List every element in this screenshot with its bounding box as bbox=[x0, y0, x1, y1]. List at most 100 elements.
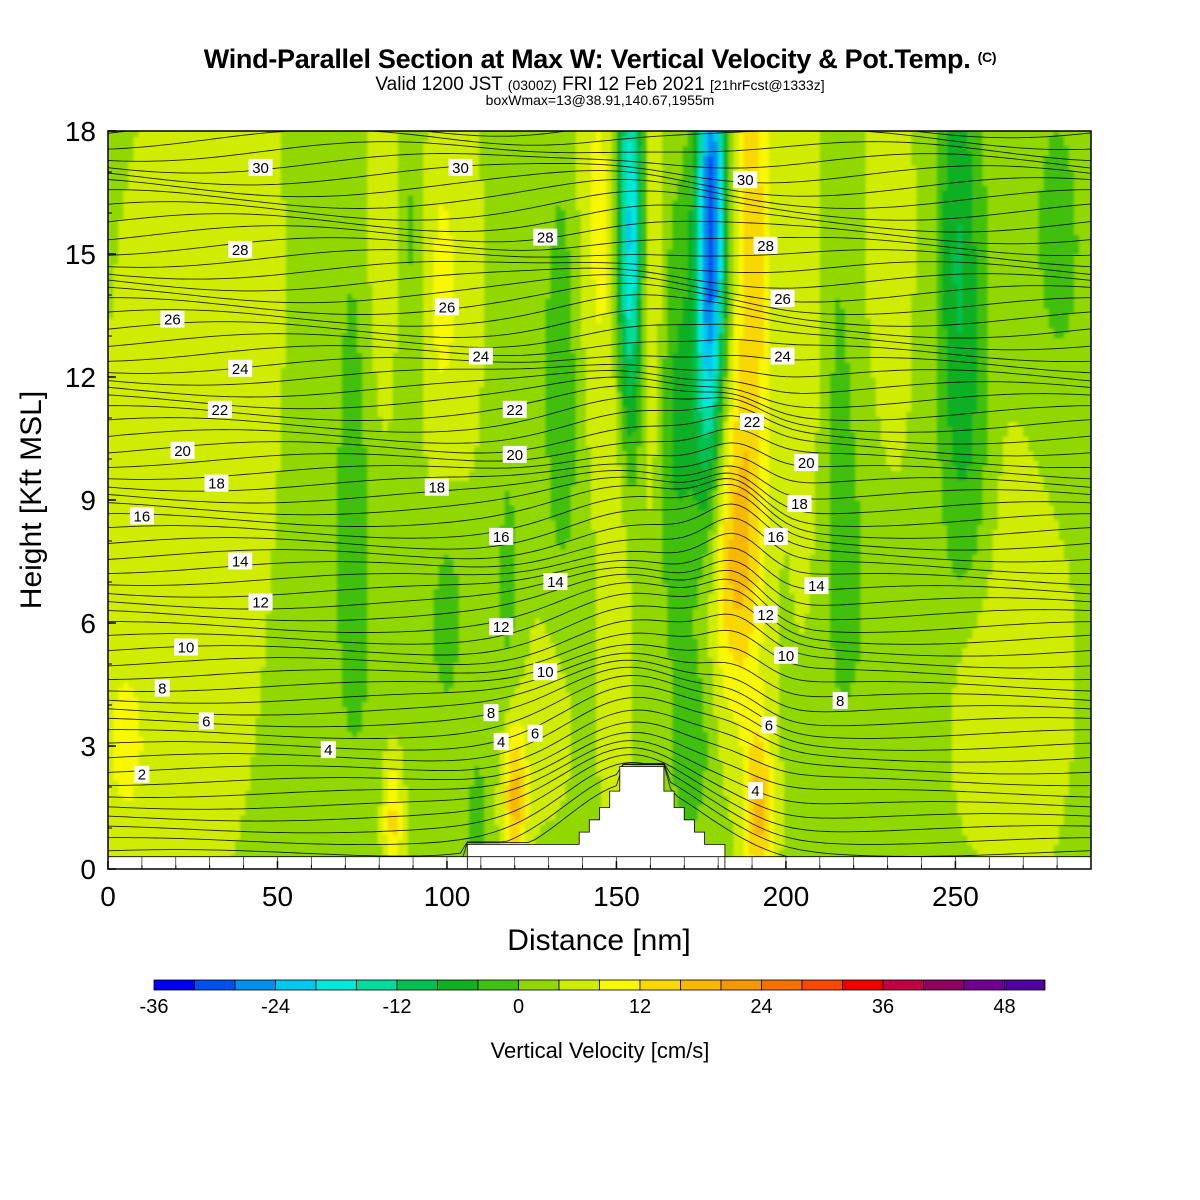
isentrope-label: 4 bbox=[747, 782, 763, 800]
isentrope-label: 28 bbox=[533, 228, 558, 247]
isentrope-label-text: 12 bbox=[757, 607, 774, 624]
colorbar-swatch bbox=[396, 979, 438, 991]
isentrope-label-text: 24 bbox=[774, 349, 791, 366]
isentrope-label: 24 bbox=[228, 359, 253, 378]
isentrope-label: 30 bbox=[248, 158, 273, 177]
isentrope-label: 8 bbox=[483, 704, 499, 722]
isentrope-label: 10 bbox=[533, 663, 558, 681]
terrain-mask bbox=[107, 766, 1092, 870]
isentrope-label: 20 bbox=[794, 454, 819, 472]
chart-box-info: boxWmax=13@38.91,140.67,1955m bbox=[485, 92, 715, 108]
isentrope-label: 22 bbox=[207, 400, 232, 419]
isentrope-label: 24 bbox=[770, 347, 795, 366]
chart-valid-time: Valid 1200 JST (0300Z) FRI 12 Feb 2021 [… bbox=[375, 74, 825, 95]
colorbar-tick-label: 0 bbox=[513, 996, 524, 1018]
isentrope-label: 22 bbox=[502, 400, 527, 419]
y-tick-label: 12 bbox=[65, 362, 96, 393]
isentrope-label-text: 4 bbox=[497, 734, 505, 751]
isentrope-label: 4 bbox=[320, 741, 336, 759]
y-tick-label: 6 bbox=[80, 608, 96, 639]
colorbar-tick-label: 24 bbox=[750, 996, 772, 1018]
isentrope-label-text: 20 bbox=[798, 455, 815, 472]
isentrope-label: 12 bbox=[248, 593, 273, 612]
isentrope-label-text: 26 bbox=[439, 299, 456, 316]
isentrope-label: 6 bbox=[527, 724, 543, 743]
colorbar-tick-label: -12 bbox=[383, 996, 412, 1018]
isentrope-label-text: 30 bbox=[737, 172, 754, 189]
isentrope-label: 10 bbox=[773, 646, 798, 665]
colorbar-swatch bbox=[842, 979, 884, 991]
isentrope-label: 20 bbox=[170, 441, 195, 460]
vertical-velocity-field bbox=[108, 131, 1091, 869]
colorbar-swatch bbox=[477, 979, 519, 991]
isentrope-label: 18 bbox=[424, 478, 449, 497]
isentrope-label: 2 bbox=[134, 765, 150, 784]
isentrope-label-text: 4 bbox=[324, 742, 332, 759]
x-tick-label: 0 bbox=[100, 881, 116, 912]
isentrope-label-text: 20 bbox=[174, 443, 191, 460]
isentrope-label: 18 bbox=[787, 495, 812, 513]
isentrope-label: 6 bbox=[761, 716, 777, 735]
colorbar-swatch bbox=[356, 979, 398, 991]
isentrope-label-text: 8 bbox=[836, 693, 844, 710]
isentrope-label-text: 18 bbox=[791, 496, 808, 513]
x-tick-label: 150 bbox=[593, 881, 640, 912]
y-tick-label: 3 bbox=[80, 731, 96, 762]
isentrope-label-text: 24 bbox=[473, 349, 490, 366]
isentrope-label-text: 14 bbox=[808, 578, 825, 595]
y-tick-label: 0 bbox=[80, 854, 96, 885]
isentrope-label-text: 18 bbox=[208, 476, 225, 493]
isentrope-label-text: 28 bbox=[537, 230, 554, 247]
isentrope-label: 16 bbox=[763, 527, 788, 546]
isentrope-label-text: 22 bbox=[212, 402, 229, 419]
colorbar-label: Vertical Velocity [cm/s] bbox=[491, 1038, 710, 1063]
isentrope-lines bbox=[108, 131, 1091, 868]
isentrope-label-text: 6 bbox=[531, 726, 539, 743]
y-tick-label: 9 bbox=[80, 485, 96, 516]
isentrope-label: 22 bbox=[740, 413, 765, 431]
isentrope-label: 26 bbox=[434, 298, 459, 316]
isentrope-label-text: 10 bbox=[778, 648, 795, 665]
isentrope-label-text: 26 bbox=[164, 312, 181, 329]
isentrope-label-text: 22 bbox=[744, 414, 761, 431]
colorbar-swatch bbox=[153, 979, 195, 991]
colorbar-swatch bbox=[518, 979, 560, 991]
isentrope-label: 8 bbox=[832, 691, 848, 710]
colorbar-swatch bbox=[639, 979, 681, 991]
isentrope-label-text: 24 bbox=[232, 361, 249, 378]
isentrope-label-text: 16 bbox=[134, 508, 151, 525]
isentrope-label-text: 10 bbox=[178, 640, 195, 657]
colorbar-tick-label: 48 bbox=[993, 996, 1015, 1018]
isentrope-label-text: 4 bbox=[751, 783, 759, 800]
isentrope-label: 12 bbox=[489, 618, 514, 636]
y-axis-label: Height [Kft MSL] bbox=[15, 391, 48, 609]
chart-title: Wind-Parallel Section at Max W: Vertical… bbox=[203, 44, 997, 74]
colorbar: -36 -24 -12 0 12 24 36 48 bbox=[140, 979, 1046, 1018]
isentrope-label-text: 26 bbox=[774, 291, 791, 308]
isentrope-label-text: 14 bbox=[232, 554, 249, 571]
isentrope-label: 14 bbox=[228, 552, 253, 571]
colorbar-tick-label: -24 bbox=[261, 996, 290, 1018]
isentrope-label: 16 bbox=[489, 527, 514, 546]
isentrope-label: 14 bbox=[804, 577, 829, 595]
isentrope-label-text: 8 bbox=[487, 705, 495, 722]
isentrope-label: 26 bbox=[160, 310, 185, 329]
isentrope-label-text: 12 bbox=[493, 619, 510, 636]
colorbar-swatch bbox=[275, 979, 317, 991]
colorbar-tick-label: 12 bbox=[629, 996, 651, 1018]
isentrope-label-text: 16 bbox=[493, 529, 510, 546]
colorbar-swatch bbox=[194, 979, 236, 991]
isentrope-label: 6 bbox=[198, 712, 214, 730]
colorbar-swatch bbox=[315, 979, 357, 991]
colorbar-swatch bbox=[599, 979, 641, 991]
isentrope-label-text: 30 bbox=[452, 160, 469, 177]
isentrope-label-text: 18 bbox=[428, 480, 445, 497]
isentrope-label: 24 bbox=[468, 347, 493, 366]
isentrope-label-text: 28 bbox=[757, 238, 774, 255]
colorbar-tick-label: -36 bbox=[140, 996, 169, 1018]
x-tick-label: 250 bbox=[932, 881, 979, 912]
isentrope-label: 8 bbox=[154, 679, 170, 698]
